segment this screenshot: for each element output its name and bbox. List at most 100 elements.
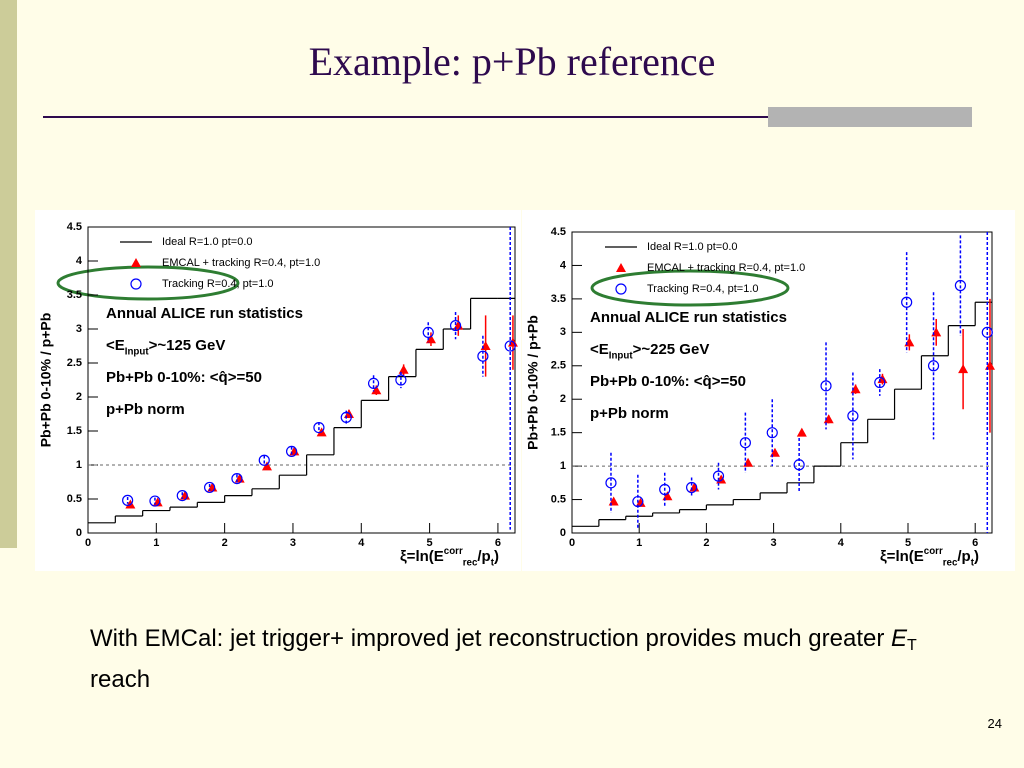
x-tick-label: 5 <box>427 537 433 549</box>
annotation: <EInput>~125 GeV <box>106 337 225 357</box>
y-tick-label: 3 <box>76 323 82 335</box>
circle-marker <box>449 320 462 332</box>
x-axis-label-part: t <box>491 557 495 568</box>
annotation: p+Pb norm <box>590 405 669 422</box>
annotation: <EInput>~225 GeV <box>590 341 709 361</box>
x-axis-label-part: ) <box>974 548 979 565</box>
annotation-part: >~125 GeV <box>149 337 226 354</box>
circle-marker <box>149 495 161 507</box>
slide-title: Example: p+Pb reference <box>308 39 716 84</box>
annotation-part: <E <box>590 341 609 358</box>
annotation-part: Input <box>125 346 150 357</box>
x-tick-label: 0 <box>85 537 91 549</box>
x-axis-label-part: rec <box>943 557 958 568</box>
caption-part: reach <box>90 666 151 693</box>
y-tick-label: 1 <box>76 459 82 471</box>
circle-marker <box>605 477 617 489</box>
circle-marker <box>176 490 188 502</box>
circle-marker <box>367 377 380 389</box>
y-tick-label: 1 <box>560 460 566 472</box>
circle-marker <box>122 494 134 506</box>
triangle-marker <box>796 427 807 437</box>
triangle-marker <box>616 263 626 272</box>
y-tick-label: 0 <box>560 527 566 539</box>
x-axis-label: ξ=ln(Ecorrrec/pt) <box>880 546 979 568</box>
x-axis-label-part: ) <box>494 548 499 565</box>
circle-marker <box>847 410 859 422</box>
triangle-marker <box>823 414 834 424</box>
caption-part: With EMCal: jet trigger+ improved jet re… <box>90 625 891 652</box>
circle-marker <box>231 473 243 485</box>
circle-marker <box>712 470 725 482</box>
triangle-marker <box>371 385 382 395</box>
triangle-marker <box>958 364 969 374</box>
x-axis-label-part: corr <box>444 546 463 557</box>
page-number: 24 <box>987 716 1002 731</box>
circle-marker <box>659 483 671 496</box>
circle-marker <box>204 481 216 494</box>
annotation-part: Input <box>609 350 634 361</box>
y-tick-label: 2 <box>76 391 82 403</box>
circle-marker <box>504 340 516 352</box>
circle-marker <box>766 427 778 439</box>
annotation: Annual ALICE run statistics <box>590 309 787 326</box>
y-tick-label: 4 <box>76 255 83 267</box>
x-tick-label: 6 <box>495 537 501 549</box>
legend-label: EMCAL + tracking R=0.4, pt=1.0 <box>162 257 320 269</box>
annotation: p+Pb norm <box>106 401 185 418</box>
y-tick-label: 0 <box>76 527 82 539</box>
triangle-marker <box>398 364 409 374</box>
caption-part: E <box>891 625 908 652</box>
x-axis-label-part: ξ=ln(E <box>880 548 924 565</box>
annotation-part: Pb+Pb 0-10%: <q̂>=50 <box>106 369 262 386</box>
circle-marker <box>477 350 489 362</box>
circle-marker <box>340 411 352 423</box>
y-tick-label: 2.5 <box>67 357 82 369</box>
circle-marker <box>258 454 270 466</box>
circle-marker <box>615 283 627 295</box>
circle-marker <box>820 380 832 392</box>
circle-marker <box>130 278 142 290</box>
y-tick-label: 4.5 <box>67 221 82 233</box>
annotation-part: <E <box>106 337 125 354</box>
x-tick-label: 6 <box>972 537 978 549</box>
annotation-part: p+Pb norm <box>590 405 669 422</box>
x-tick-label: 2 <box>703 537 709 549</box>
circle-marker <box>954 279 967 292</box>
y-tick-label: 2.5 <box>551 360 566 372</box>
x-tick-label: 1 <box>153 537 159 549</box>
y-tick-label: 4 <box>560 259 567 271</box>
triangle-marker <box>425 334 436 344</box>
x-tick-label: 4 <box>838 537 845 549</box>
y-axis-label: Pb+Pb 0-10% / p+Pb <box>38 313 54 448</box>
y-tick-label: 3.5 <box>551 293 566 305</box>
y-tick-label: 3.5 <box>67 289 82 301</box>
x-tick-label: 2 <box>222 537 228 549</box>
triangle-marker <box>850 384 861 394</box>
circle-marker <box>901 296 913 308</box>
x-axis-label-part: corr <box>924 546 943 557</box>
x-axis-label-part: ξ=ln(E <box>400 548 444 565</box>
y-axis-label: Pb+Pb 0-10% / p+Pb <box>525 315 541 450</box>
annotation-part: Annual ALICE run statistics <box>590 309 787 326</box>
annotation: Annual ALICE run statistics <box>106 305 303 322</box>
annotation-part: p+Pb norm <box>106 401 185 418</box>
panel-bg <box>35 210 521 571</box>
circle-marker <box>395 374 407 386</box>
annotation-part: Annual ALICE run statistics <box>106 305 303 322</box>
legend-label: EMCAL + tracking R=0.4, pt=1.0 <box>647 262 805 274</box>
y-tick-label: 0.5 <box>551 493 566 505</box>
x-tick-label: 3 <box>771 537 777 549</box>
plot-frame <box>87 226 516 534</box>
y-tick-label: 1.5 <box>67 425 82 437</box>
circle-marker <box>793 459 805 471</box>
x-tick-label: 3 <box>290 537 296 549</box>
x-axis-label: ξ=ln(Ecorrrec/pt) <box>400 546 499 568</box>
legend-label: Ideal R=1.0 pt=0.0 <box>647 241 738 253</box>
y-tick-label: 2 <box>560 393 566 405</box>
caption-part: T <box>907 637 917 654</box>
circle-marker <box>313 422 325 434</box>
y-tick-label: 3 <box>560 326 566 338</box>
highlight-ellipse <box>590 269 790 307</box>
